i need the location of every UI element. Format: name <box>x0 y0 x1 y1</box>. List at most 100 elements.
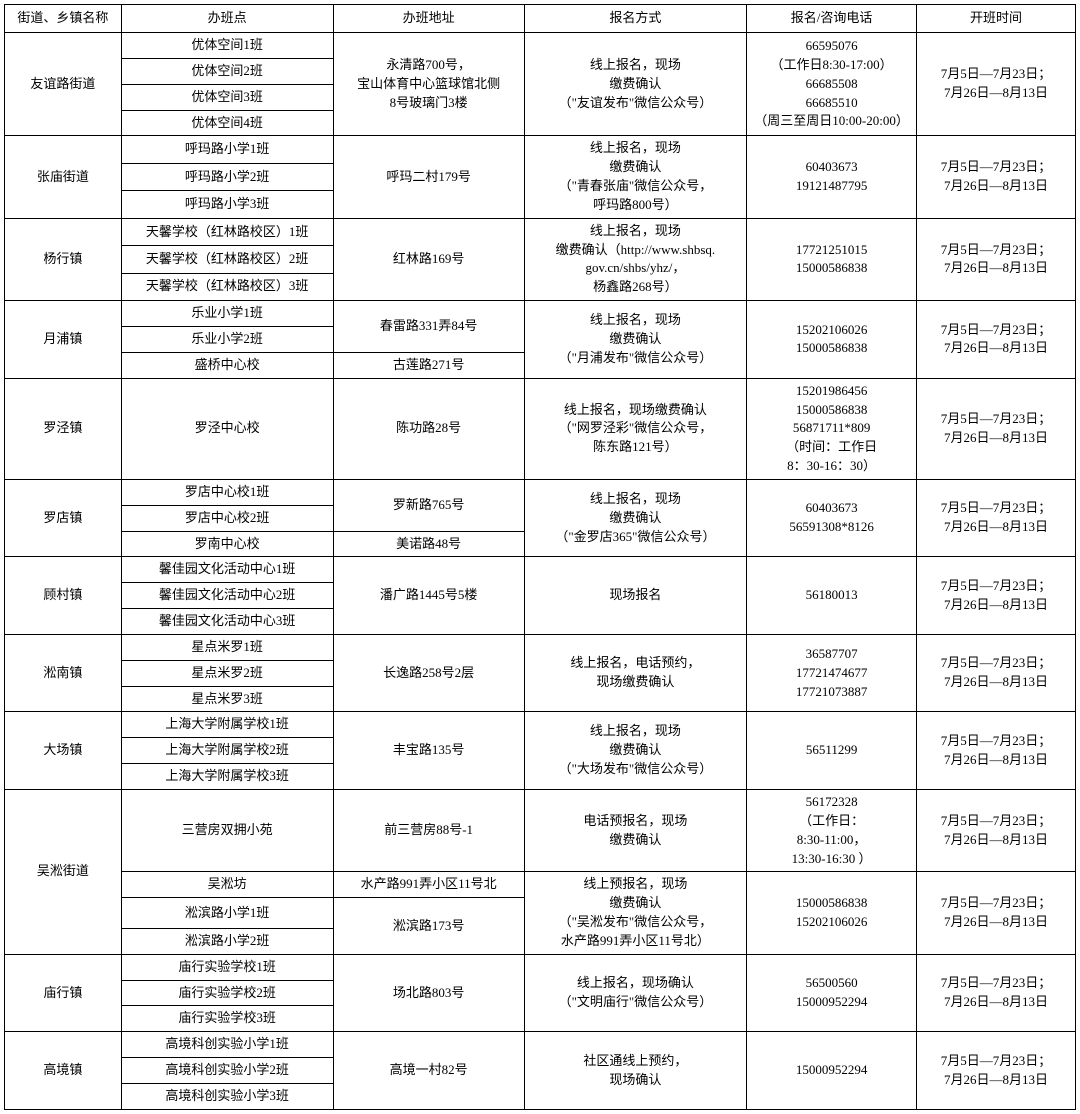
col-phone: 报名/咨询电话 <box>747 5 917 33</box>
addr-cell: 丰宝路135号 <box>333 712 524 790</box>
class-cell: 庙行实验学校3班 <box>121 1006 333 1032</box>
col-address: 办班地址 <box>333 5 524 33</box>
addr-cell: 场北路803号 <box>333 954 524 1032</box>
phone-cell: 152019864561500058683856871711*809（时间：工作… <box>747 378 917 479</box>
phone-cell: 6040367356591308*8126 <box>747 479 917 557</box>
col-class: 办班点 <box>121 5 333 33</box>
class-cell: 星点米罗2班 <box>121 660 333 686</box>
class-cell: 盛桥中心校 <box>121 352 333 378</box>
area-cell: 淞南镇 <box>5 634 122 712</box>
area-cell: 罗泾镇 <box>5 378 122 479</box>
class-cell: 优体空间1班 <box>121 33 333 59</box>
class-cell: 呼玛路小学3班 <box>121 191 333 218</box>
table-row: 罗店镇 罗店中心校1班 罗新路765号 线上报名，现场缴费确认（"金罗店365"… <box>5 479 1076 505</box>
addr-cell: 陈功路28号 <box>333 378 524 479</box>
class-cell: 庙行实验学校1班 <box>121 954 333 980</box>
phone-cell: 56172328（工作日：8:30-11:00，13:30-16:30 ） <box>747 790 917 872</box>
time-cell: 7月5日—7月23日；7月26日—8月13日 <box>916 378 1075 479</box>
class-cell: 优体空间2班 <box>121 58 333 84</box>
area-cell: 庙行镇 <box>5 954 122 1032</box>
class-cell: 乐业小学1班 <box>121 301 333 327</box>
method-cell: 线上报名，现场缴费确认（"友谊发布"微信公众号） <box>524 33 747 136</box>
time-cell: 7月5日—7月23日；7月26日—8月13日 <box>916 33 1075 136</box>
method-cell: 线上报名，现场确认（"文明庙行"微信公众号） <box>524 954 747 1032</box>
class-cell: 馨佳园文化活动中心1班 <box>121 557 333 583</box>
table-row: 友谊路街道 优体空间1班 永清路700号，宝山体育中心篮球馆北侧8号玻璃门3楼 … <box>5 33 1076 59</box>
phone-cell: 56180013 <box>747 557 917 635</box>
class-cell: 庙行实验学校2班 <box>121 980 333 1006</box>
time-cell: 7月5日—7月23日；7月26日—8月13日 <box>916 712 1075 790</box>
class-cell: 星点米罗1班 <box>121 634 333 660</box>
method-cell: 社区通线上预约，现场确认 <box>524 1032 747 1110</box>
table-row: 吴淞坊 水产路991弄小区11号北 线上预报名，现场缴费确认（"吴淞发布"微信公… <box>5 872 1076 898</box>
time-cell: 7月5日—7月23日；7月26日—8月13日 <box>916 557 1075 635</box>
phone-cell: 365877071772147467717721073887 <box>747 634 917 712</box>
class-cell: 星点米罗3班 <box>121 686 333 712</box>
col-area: 街道、乡镇名称 <box>5 5 122 33</box>
method-cell: 线上报名，现场缴费确认（"大场发布"微信公众号） <box>524 712 747 790</box>
table-row: 淞南镇 星点米罗1班 长逸路258号2层 线上报名，电话预约，现场缴费确认 36… <box>5 634 1076 660</box>
addr-cell: 前三营房88号-1 <box>333 790 524 872</box>
time-cell: 7月5日—7月23日；7月26日—8月13日 <box>916 218 1075 300</box>
area-cell: 罗店镇 <box>5 479 122 557</box>
area-cell: 高境镇 <box>5 1032 122 1110</box>
table-row: 大场镇 上海大学附属学校1班 丰宝路135号 线上报名，现场缴费确认（"大场发布… <box>5 712 1076 738</box>
time-cell: 7月5日—7月23日；7月26日—8月13日 <box>916 634 1075 712</box>
time-cell: 7月5日—7月23日；7月26日—8月13日 <box>916 790 1075 872</box>
method-cell: 线上报名，现场缴费确认（"青春张庙"微信公众号，呼玛路800号） <box>524 136 747 218</box>
time-cell: 7月5日—7月23日；7月26日—8月13日 <box>916 954 1075 1032</box>
addr-cell: 永清路700号，宝山体育中心篮球馆北侧8号玻璃门3楼 <box>333 33 524 136</box>
addr-cell: 春雷路331弄84号 <box>333 301 524 353</box>
class-cell: 馨佳园文化活动中心2班 <box>121 583 333 609</box>
table-row: 罗泾镇 罗泾中心校 陈功路28号 线上报名，现场缴费确认（"网罗泾彩"微信公众号… <box>5 378 1076 479</box>
addr-cell: 美诺路48号 <box>333 531 524 557</box>
phone-cell: 66595076（工作日8:30-17:00）6668550866685510（… <box>747 33 917 136</box>
header-row: 街道、乡镇名称 办班点 办班地址 报名方式 报名/咨询电话 开班时间 <box>5 5 1076 33</box>
addr-cell: 呼玛二村179号 <box>333 136 524 218</box>
method-cell: 线上报名，现场缴费确认（"月浦发布"微信公众号） <box>524 301 747 379</box>
col-time: 开班时间 <box>916 5 1075 33</box>
class-cell: 罗南中心校 <box>121 531 333 557</box>
addr-cell: 潘广路1445号5楼 <box>333 557 524 635</box>
addr-cell: 水产路991弄小区11号北 <box>333 872 524 898</box>
phone-cell: 56511299 <box>747 712 917 790</box>
addr-cell: 红林路169号 <box>333 218 524 300</box>
class-cell: 呼玛路小学1班 <box>121 136 333 163</box>
table-row: 庙行镇 庙行实验学校1班 场北路803号 线上报名，现场确认（"文明庙行"微信公… <box>5 954 1076 980</box>
addr-cell: 古莲路271号 <box>333 352 524 378</box>
table-row: 吴淞街道 三营房双拥小苑 前三营房88号-1 电话预报名，现场缴费确认 5617… <box>5 790 1076 872</box>
class-cell: 乐业小学2班 <box>121 326 333 352</box>
table-row: 顾村镇 馨佳园文化活动中心1班 潘广路1445号5楼 现场报名 56180013… <box>5 557 1076 583</box>
class-cell: 天馨学校（红林路校区）2班 <box>121 246 333 273</box>
class-cell: 优体空间3班 <box>121 84 333 110</box>
class-cell: 高境科创实验小学1班 <box>121 1032 333 1058</box>
class-cell: 罗店中心校1班 <box>121 479 333 505</box>
area-cell: 顾村镇 <box>5 557 122 635</box>
time-cell: 7月5日—7月23日；7月26日—8月13日 <box>916 136 1075 218</box>
table-row: 杨行镇 天馨学校（红林路校区）1班 红林路169号 线上报名，现场缴费确认（ht… <box>5 218 1076 245</box>
phone-cell: 15000952294 <box>747 1032 917 1110</box>
area-cell: 友谊路街道 <box>5 33 122 136</box>
phone-cell: 6040367319121487795 <box>747 136 917 218</box>
time-cell: 7月5日—7月23日；7月26日—8月13日 <box>916 479 1075 557</box>
schedule-table: 街道、乡镇名称 办班点 办班地址 报名方式 报名/咨询电话 开班时间 友谊路街道… <box>4 4 1076 1110</box>
class-cell: 高境科创实验小学3班 <box>121 1083 333 1109</box>
class-cell: 罗泾中心校 <box>121 378 333 479</box>
time-cell: 7月5日—7月23日；7月26日—8月13日 <box>916 1032 1075 1110</box>
class-cell: 上海大学附属学校1班 <box>121 712 333 738</box>
phone-cell: 5650056015000952294 <box>747 954 917 1032</box>
table-row: 高境镇 高境科创实验小学1班 高境一村82号 社区通线上预约，现场确认 1500… <box>5 1032 1076 1058</box>
class-cell: 天馨学校（红林路校区）1班 <box>121 218 333 245</box>
phone-cell: 1500058683815202106026 <box>747 872 917 954</box>
class-cell: 上海大学附属学校2班 <box>121 738 333 764</box>
class-cell: 淞滨路小学1班 <box>121 898 333 929</box>
time-cell: 7月5日—7月23日；7月26日—8月13日 <box>916 872 1075 954</box>
area-cell: 吴淞街道 <box>5 790 122 955</box>
class-cell: 三营房双拥小苑 <box>121 790 333 872</box>
class-cell: 罗店中心校2班 <box>121 505 333 531</box>
class-cell: 优体空间4班 <box>121 110 333 136</box>
method-cell: 电话预报名，现场缴费确认 <box>524 790 747 872</box>
area-cell: 张庙街道 <box>5 136 122 218</box>
class-cell: 淞滨路小学2班 <box>121 928 333 954</box>
class-cell: 吴淞坊 <box>121 872 333 898</box>
